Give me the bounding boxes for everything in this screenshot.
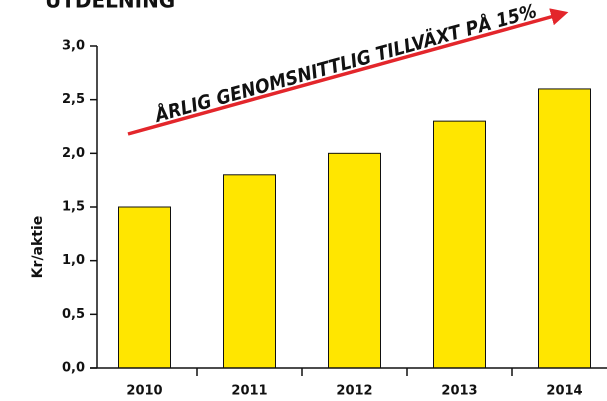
trend-arrow: [127, 8, 569, 136]
y-tick-label: 0,5: [62, 307, 85, 322]
annotation: ÅRLIG GENOMSNITTLIG TILLVÄXT PÅ 15%: [150, 0, 539, 127]
x-tick-label: 2010: [126, 384, 162, 399]
bar: [118, 206, 171, 369]
x-tick-label: 2013: [441, 384, 477, 399]
y-tick-label: 1,0: [62, 253, 85, 268]
bar: [538, 88, 591, 369]
y-tick-label: 3,0: [62, 39, 85, 54]
x-tick-label: 2012: [336, 384, 372, 399]
bar: [328, 152, 381, 369]
x-tick-label: 2011: [231, 384, 267, 399]
y-tick-label: 2,0: [62, 146, 85, 161]
chart-title: UTDELNING: [45, 0, 175, 13]
y-axis-label: Kr/aktie: [30, 216, 46, 279]
bar: [223, 174, 276, 369]
y-tick-label: 0,0: [62, 361, 85, 376]
bar: [433, 120, 486, 369]
x-tick-label: 2014: [546, 384, 582, 399]
y-tick-label: 1,5: [62, 200, 85, 215]
y-tick-label: 2,5: [62, 92, 85, 107]
